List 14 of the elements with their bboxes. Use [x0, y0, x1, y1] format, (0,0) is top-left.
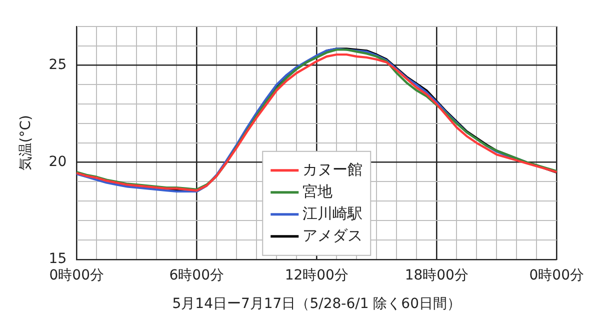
x-tick-label: 0時00分 — [49, 267, 104, 284]
x-tick-label: 18時00分 — [404, 267, 468, 284]
x-axis-title: 5月14日ー7月17日（5/28-6/1 除く60日間） — [172, 296, 461, 312]
legend-label: 宮地 — [302, 182, 333, 200]
x-tick-label: 6時00分 — [169, 267, 224, 284]
y-tick-label: 20 — [48, 154, 67, 170]
x-tick-label: 0時00分 — [529, 267, 584, 284]
legend-label: アメダス — [302, 226, 363, 244]
y-tick-label: 15 — [48, 251, 67, 268]
x-tick-label: 12時00分 — [284, 267, 348, 284]
legend-label: 江川崎駅 — [302, 204, 363, 222]
y-axis-title: 気温(°C) — [18, 115, 34, 171]
legend-label: カヌー館 — [302, 160, 363, 178]
y-tick-label: 25 — [48, 56, 67, 73]
